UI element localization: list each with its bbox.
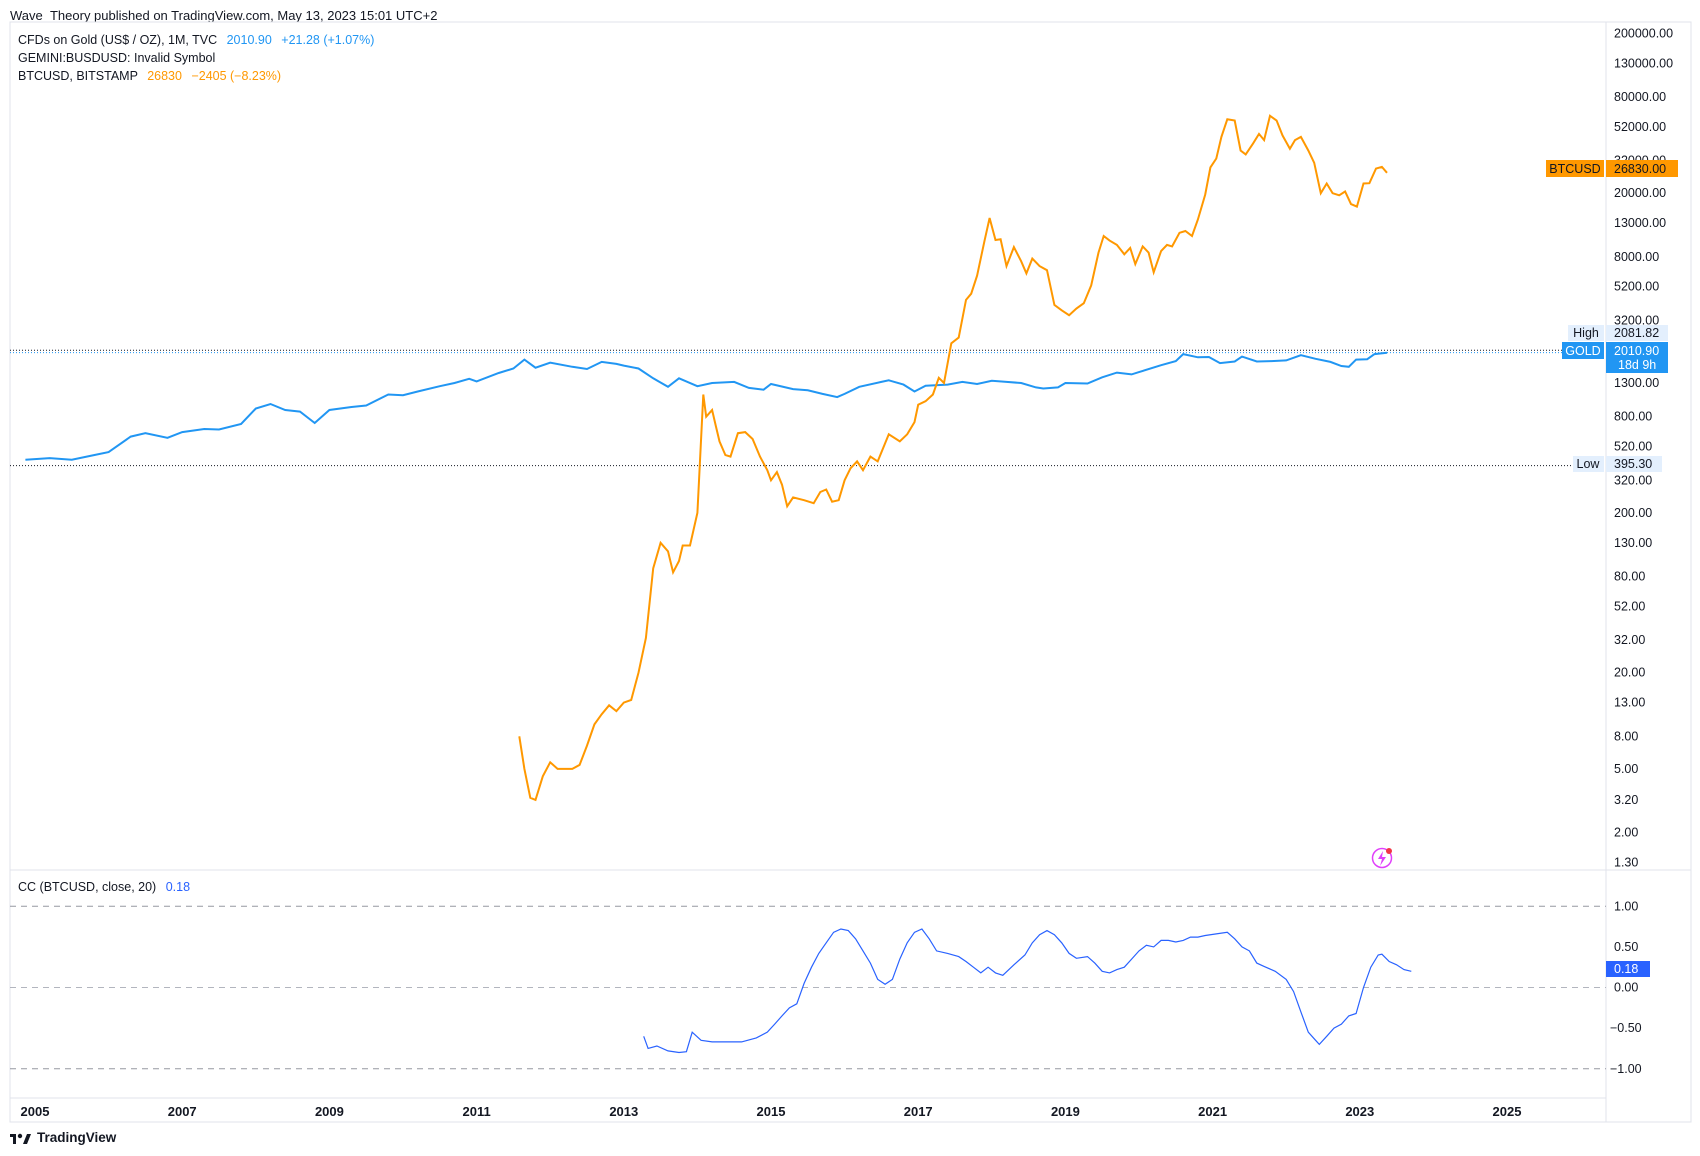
legend-gold-value: 2010.90 bbox=[226, 33, 272, 47]
price-tick-label: 32.00 bbox=[1614, 633, 1645, 647]
time-tick-label: 2019 bbox=[1051, 1104, 1080, 1119]
low-badge: Low 395.30 bbox=[1573, 456, 1662, 472]
cc-value: 0.18 bbox=[1614, 962, 1638, 976]
legend-cc[interactable]: CC (BTCUSD, close, 20) 0.18 bbox=[18, 880, 190, 894]
price-tick-label: 520.00 bbox=[1614, 440, 1652, 454]
cc-tick-label: 1.00 bbox=[1614, 899, 1638, 913]
price-tick-label: 320.00 bbox=[1614, 473, 1652, 487]
tradingview-icon bbox=[10, 1133, 31, 1144]
price-tick-label: 2.00 bbox=[1614, 826, 1638, 840]
time-tick-label: 2013 bbox=[609, 1104, 638, 1119]
price-tick-label: 3200.00 bbox=[1614, 313, 1659, 327]
btc-price: 26830.00 bbox=[1614, 162, 1666, 176]
low-value: 395.30 bbox=[1614, 457, 1652, 471]
legend-btc[interactable]: BTCUSD, BITSTAMP 26830 −2405 (−8.23%) bbox=[18, 69, 281, 83]
cc-tick-label: −0.50 bbox=[1610, 1021, 1642, 1035]
price-tick-label: 1.30 bbox=[1614, 855, 1638, 869]
price-tick-label: 8000.00 bbox=[1614, 250, 1659, 264]
time-tick-label: 2015 bbox=[757, 1104, 786, 1119]
time-tick-label: 2025 bbox=[1493, 1104, 1522, 1119]
price-tick-label: 200.00 bbox=[1614, 506, 1652, 520]
price-tick-label: 130000.00 bbox=[1614, 56, 1673, 70]
price-tick-label: 8.00 bbox=[1614, 729, 1638, 743]
price-tick-label: 80000.00 bbox=[1614, 90, 1666, 104]
low-value-box bbox=[1606, 456, 1662, 472]
price-axis[interactable]: 200000.00130000.0080000.0052000.0032000.… bbox=[1614, 26, 1673, 869]
price-tick-label: 52.00 bbox=[1614, 599, 1645, 613]
high-badge: High 2081.82 bbox=[1568, 325, 1668, 341]
high-label-box bbox=[1568, 325, 1604, 341]
price-tick-label: 5.00 bbox=[1614, 762, 1638, 776]
legend-busd-name: GEMINI:BUSDUSD: Invalid Symbol bbox=[18, 51, 216, 65]
gold-price-badge: GOLD 2010.90 18d 9h bbox=[1562, 342, 1668, 373]
tradingview-brand: TradingView bbox=[37, 1130, 117, 1145]
gold-countdown: 18d 9h bbox=[1618, 358, 1656, 372]
price-tick-label: 80.00 bbox=[1614, 569, 1645, 583]
legend-btc-value: 26830 bbox=[147, 69, 182, 83]
btc-label: BTCUSD bbox=[1549, 162, 1600, 176]
price-tick-label: 13000.00 bbox=[1614, 216, 1666, 230]
time-tick-label: 2023 bbox=[1345, 1104, 1374, 1119]
tradingview-logo[interactable]: TradingView bbox=[10, 1130, 116, 1145]
gold-label-box bbox=[1562, 342, 1604, 359]
low-label: Low bbox=[1577, 457, 1601, 471]
legend-gold-change: +21.28 (+1.07%) bbox=[281, 33, 375, 47]
cc-value-badge: 0.18 bbox=[1606, 961, 1650, 977]
price-tick-label: 5200.00 bbox=[1614, 280, 1659, 294]
time-axis[interactable]: 2005 2007 2009 2011 2013 2015 2017 2019 2021 2023… bbox=[21, 1104, 1522, 1119]
time-tick-label: 2017 bbox=[904, 1104, 933, 1119]
high-label: High bbox=[1573, 326, 1599, 340]
time-tick-label: 2005 bbox=[21, 1104, 50, 1119]
chart-frame bbox=[9, 21, 1692, 1123]
legend-gold-name: CFDs on Gold (US$ / OZ), 1M, TVC bbox=[18, 33, 218, 47]
cc-tick-label: 0.50 bbox=[1614, 940, 1638, 954]
price-tick-label: 52000.00 bbox=[1614, 120, 1666, 134]
btc-price-box bbox=[1606, 160, 1678, 177]
cc-axis[interactable]: 1.00 0.50 0.00 −0.50 −1.00 bbox=[1610, 899, 1642, 1076]
cc-series-line[interactable] bbox=[643, 928, 1412, 1054]
price-tick-label: 200000.00 bbox=[1614, 26, 1673, 40]
btc-label-box bbox=[1546, 160, 1604, 177]
legend-busd[interactable]: GEMINI:BUSDUSD: Invalid Symbol bbox=[18, 51, 215, 65]
low-label-box bbox=[1573, 456, 1604, 472]
price-tick-label: 800.00 bbox=[1614, 410, 1652, 424]
cc-value-box bbox=[1606, 961, 1650, 977]
time-tick-label: 2011 bbox=[462, 1104, 490, 1119]
legend-btc-name: BTCUSD, BITSTAMP bbox=[18, 69, 138, 83]
high-value-box bbox=[1606, 325, 1668, 341]
price-tick-label: 3.20 bbox=[1614, 793, 1638, 807]
legend-cc-name: CC (BTCUSD, close, 20) bbox=[18, 880, 157, 894]
time-tick-label: 2009 bbox=[315, 1104, 344, 1119]
time-tick-label: 2021 bbox=[1198, 1104, 1227, 1119]
high-value: 2081.82 bbox=[1614, 326, 1659, 340]
legend-cc-value: 0.18 bbox=[165, 880, 191, 894]
cc-tick-label: −1.00 bbox=[1610, 1062, 1642, 1076]
price-tick-label: 20000.00 bbox=[1614, 186, 1666, 200]
cc-tick-label: 0.00 bbox=[1614, 981, 1638, 995]
gold-series-line[interactable] bbox=[25, 351, 1388, 461]
lightning-icon[interactable] bbox=[1371, 847, 1393, 869]
publication-header: Wave_Theory published on TradingView.com… bbox=[10, 8, 438, 23]
price-tick-label: 20.00 bbox=[1614, 666, 1645, 680]
time-tick-label: 2007 bbox=[168, 1104, 197, 1119]
gold-price-box bbox=[1606, 342, 1668, 373]
gold-label: GOLD bbox=[1565, 344, 1600, 358]
btc-price-badge: BTCUSD 26830.00 bbox=[1546, 160, 1678, 177]
price-tick-label: 13.00 bbox=[1614, 696, 1645, 710]
legend-btc-change: −2405 (−8.23%) bbox=[191, 69, 282, 83]
legend-gold[interactable]: CFDs on Gold (US$ / OZ), 1M, TVC 2010.90… bbox=[18, 33, 374, 47]
gold-price: 2010.90 bbox=[1614, 344, 1659, 358]
btcusd-series-line[interactable] bbox=[518, 114, 1388, 802]
price-tick-label: 1300.00 bbox=[1614, 376, 1659, 390]
price-tick-label: 130.00 bbox=[1614, 536, 1652, 550]
